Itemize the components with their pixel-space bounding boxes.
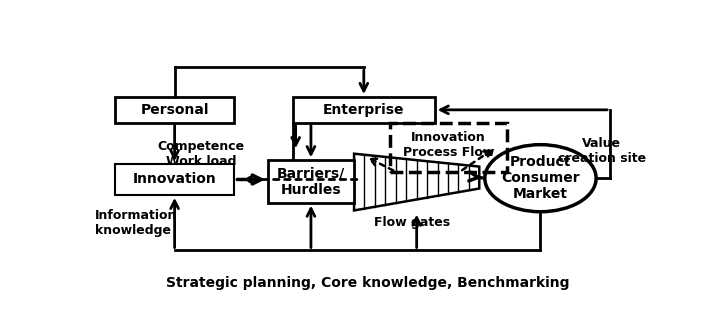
Bar bbox=[268, 160, 354, 203]
Bar bbox=[293, 97, 435, 123]
Text: Flow gates: Flow gates bbox=[374, 215, 451, 228]
Text: Competence
Work load: Competence Work load bbox=[157, 140, 245, 168]
Ellipse shape bbox=[485, 145, 596, 212]
Bar bbox=[115, 164, 234, 195]
Text: Personal: Personal bbox=[140, 103, 209, 117]
Bar bbox=[115, 97, 234, 123]
Text: Barriers/
Hurdles: Barriers/ Hurdles bbox=[277, 166, 345, 197]
Text: Strategic planning, Core knowledge, Benchmarking: Strategic planning, Core knowledge, Benc… bbox=[167, 276, 569, 290]
Text: Innovation
Process Flow: Innovation Process Flow bbox=[403, 131, 495, 159]
Bar bbox=[391, 123, 507, 172]
Text: Product
Consumer
Market: Product Consumer Market bbox=[501, 155, 580, 201]
Text: Innovation: Innovation bbox=[133, 173, 217, 187]
Polygon shape bbox=[354, 154, 480, 210]
Text: Enterprise: Enterprise bbox=[323, 103, 404, 117]
Text: Information
knowledge: Information knowledge bbox=[95, 209, 177, 237]
Text: Value
creation site: Value creation site bbox=[558, 137, 645, 165]
